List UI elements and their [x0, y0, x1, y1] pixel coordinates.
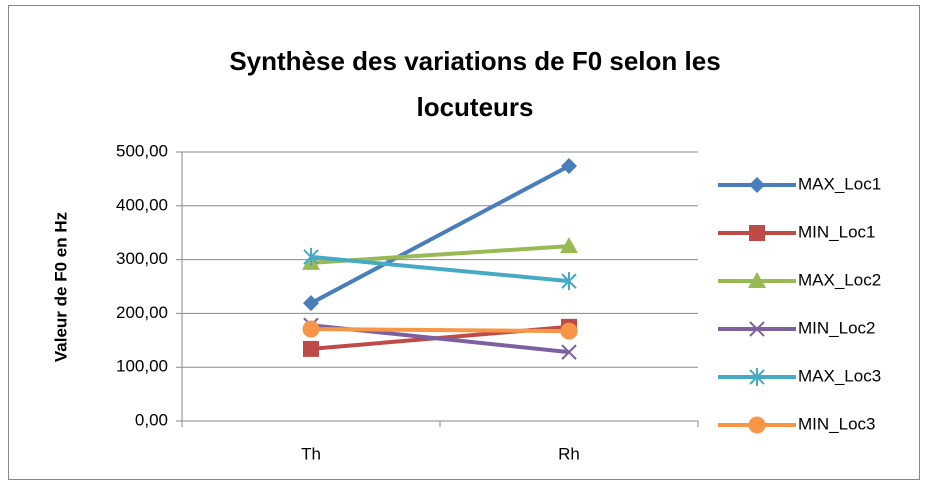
y-tick-label: 0,00 [135, 410, 168, 429]
marker [748, 416, 766, 434]
marker [302, 320, 320, 338]
x-tick-label: Rh [558, 444, 580, 463]
chart-title: Synthèse des variations de F0 selon les … [229, 46, 721, 122]
legend-label: MIN_Loc2 [798, 318, 875, 337]
marker [303, 340, 319, 357]
marker [561, 344, 577, 360]
y-tick-label: 200,00 [116, 303, 168, 322]
marker [749, 321, 765, 337]
series-line [310, 327, 570, 334]
legend-label: MAX_Loc1 [798, 174, 881, 193]
marker [561, 272, 577, 291]
marker [303, 247, 319, 266]
marker [749, 225, 765, 241]
marker [560, 237, 578, 254]
y-tick-label: 400,00 [116, 195, 168, 214]
marker [748, 272, 766, 288]
marker [749, 368, 765, 386]
series-line [310, 254, 570, 284]
y-axis-label: Valeur de F0 en Hz [51, 212, 70, 362]
marker [561, 157, 577, 174]
x-tick-label: Th [301, 444, 321, 463]
series-line [310, 164, 570, 305]
legend-label: MIN_Loc3 [798, 414, 875, 433]
marker [749, 177, 765, 193]
y-tick-label: 100,00 [116, 357, 168, 376]
chart-border [8, 5, 920, 480]
legend-label: MAX_Loc2 [798, 270, 881, 289]
marker [560, 322, 578, 340]
legend-label: MIN_Loc1 [798, 222, 875, 241]
legend-label: MAX_Loc3 [798, 366, 881, 385]
y-tick-label: 500,00 [116, 141, 168, 160]
marker [303, 295, 319, 312]
y-tick-label: 300,00 [116, 249, 168, 268]
